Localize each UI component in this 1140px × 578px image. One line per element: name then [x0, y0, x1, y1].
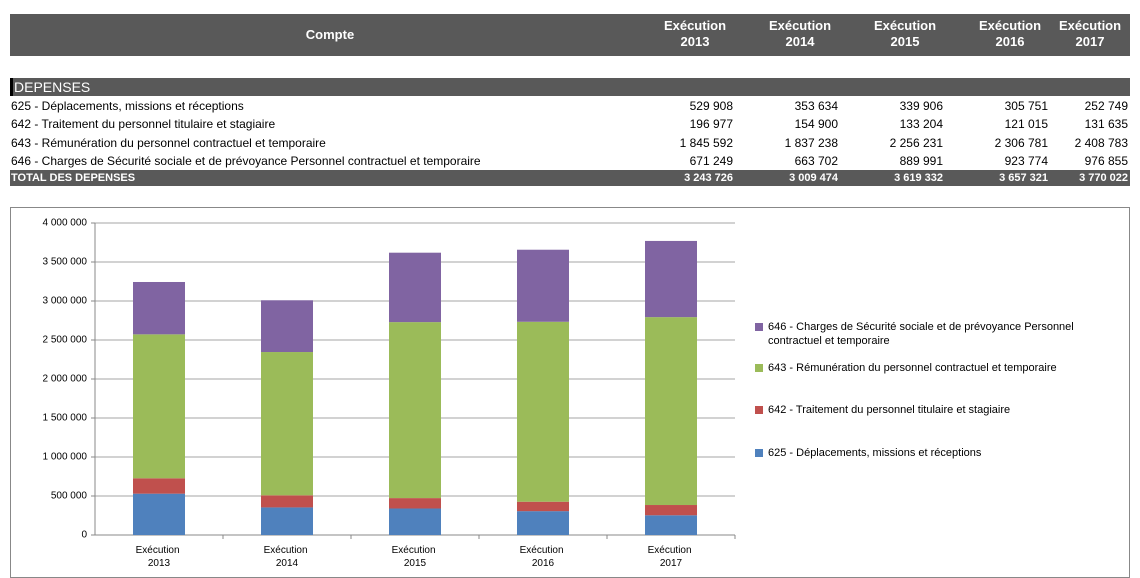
row-label: 625 - Déplacements, missions et réceptio… [11, 99, 244, 113]
y-tick-label: 3 500 000 [43, 257, 88, 268]
header-cell: Exécution 2013 [663, 18, 727, 49]
row-value: 131 635 [1084, 117, 1128, 132]
bar-segment [517, 501, 569, 512]
row-value: 976 855 [1084, 153, 1128, 168]
y-tick-label: 0 [81, 530, 87, 541]
x-tick-label: Exécution 2016 [520, 545, 567, 569]
row-value: 1 845 592 [679, 135, 733, 150]
legend-item: 643 - Rémunération du personnel contract… [755, 361, 1128, 375]
bar-segment [517, 511, 569, 535]
legend-item: 646 - Charges de Sécurité sociale et de … [755, 320, 1128, 348]
y-tick-label: 500 000 [51, 491, 88, 502]
total-value: 3 770 022 [1079, 172, 1128, 184]
row-value: 252 749 [1084, 99, 1128, 113]
legend-item: 625 - Déplacements, missions et réceptio… [755, 446, 1128, 460]
x-tick-label: Exécution 2013 [136, 545, 183, 569]
row-value: 529 908 [689, 99, 733, 113]
row-value: 339 906 [899, 99, 943, 113]
row-value: 663 702 [794, 153, 838, 168]
legend-swatch [755, 449, 763, 457]
section-bar [10, 78, 1130, 96]
y-tick-label: 2 000 000 [43, 374, 88, 385]
bar-segment [517, 249, 569, 322]
y-tick-label: 2 500 000 [43, 335, 88, 346]
row-value: 133 204 [899, 117, 943, 132]
bar-segment [389, 498, 441, 509]
bar-segment [133, 478, 185, 494]
row-value: 2 306 781 [994, 135, 1048, 150]
legend-label: 625 - Déplacements, missions et réceptio… [768, 447, 982, 459]
row-value: 196 977 [689, 117, 733, 132]
row-label: 643 - Rémunération du personnel contract… [11, 135, 326, 150]
bar-segment [645, 505, 697, 516]
x-tick-label: Exécution 2015 [392, 545, 439, 569]
y-tick-label: 1 000 000 [43, 452, 88, 463]
row-value: 2 256 231 [889, 135, 943, 150]
legend-swatch [755, 323, 763, 331]
row-value: 305 751 [1004, 99, 1048, 113]
row-value: 121 015 [1004, 117, 1048, 132]
bar-segment [389, 508, 441, 535]
y-tick-label: 3 000 000 [43, 296, 88, 307]
legend-label: 643 - Rémunération du personnel contract… [768, 362, 1057, 374]
header-cell: Exécution 2017 [1058, 18, 1122, 49]
row-value: 2 408 783 [1074, 135, 1128, 150]
row-label: 646 - Charges de Sécurité sociale et de … [11, 153, 481, 168]
row-value: 671 249 [689, 153, 733, 168]
legend-swatch [755, 364, 763, 372]
section-title: DEPENSES [14, 79, 91, 95]
legend-label: 646 - Charges de Sécurité sociale et de … [768, 321, 1074, 347]
header-cell: Exécution 2016 [978, 18, 1042, 49]
legend-swatch [755, 406, 763, 414]
total-value: 3 009 474 [789, 172, 838, 184]
bar-segment [389, 252, 441, 323]
bar-segment [133, 493, 185, 535]
header-cell: Exécution 2014 [768, 18, 832, 49]
legend-item: 642 - Traitement du personnel titulaire … [755, 403, 1128, 417]
total-value: 3 243 726 [684, 172, 733, 184]
bar-segment [133, 281, 185, 335]
row-value: 154 900 [794, 117, 838, 132]
bar-segment [261, 507, 313, 535]
bar-segment [133, 334, 185, 479]
bar-segment [261, 300, 313, 353]
bar-segment [645, 515, 697, 535]
x-tick-label: Exécution 2017 [648, 545, 695, 569]
total-value: 3 619 332 [894, 172, 943, 184]
x-tick-label: Exécution 2014 [264, 545, 311, 569]
bar-segment [389, 322, 441, 499]
y-tick-label: 1 500 000 [43, 413, 88, 424]
y-tick-label: 4 000 000 [43, 218, 88, 229]
bar-segment [517, 321, 569, 502]
bar-segment [645, 240, 697, 318]
header-cell: Exécution 2015 [873, 18, 937, 49]
row-value: 923 774 [1004, 153, 1048, 168]
row-value: 889 991 [899, 153, 943, 168]
row-value: 1 837 238 [784, 135, 838, 150]
total-label: TOTAL DES DEPENSES [11, 172, 136, 184]
legend-label: 642 - Traitement du personnel titulaire … [768, 404, 1011, 416]
total-bar [10, 170, 1130, 186]
row-label: 642 - Traitement du personnel titulaire … [11, 117, 276, 132]
row-value: 353 634 [794, 99, 838, 113]
header-bar [10, 14, 1130, 56]
bar-segment [261, 495, 313, 508]
bar-segment [645, 317, 697, 506]
header-cell: Compte [305, 27, 355, 42]
bar-segment [261, 352, 313, 496]
total-value: 3 657 321 [999, 172, 1048, 184]
